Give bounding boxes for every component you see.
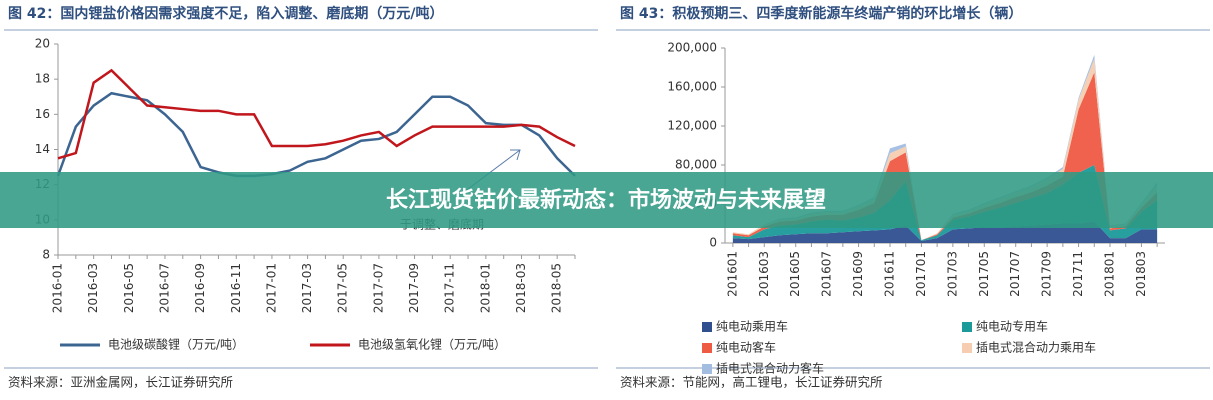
x-tick-label: 2016-05 [122, 263, 136, 313]
x-tick-label: 201601 [725, 251, 739, 297]
legend-marker [962, 322, 972, 332]
source: 资料来源：节能网，高工锂电，长江证券研究所 [620, 375, 883, 390]
x-tick-label: 201705 [977, 251, 991, 297]
y-tick-label: 120,000 [667, 119, 717, 133]
x-tick-label: 2016-01 [51, 263, 65, 313]
x-tick-label: 201709 [1040, 251, 1054, 297]
source: 资料来源：亚洲金属网，长江证券研究所 [8, 375, 233, 390]
legend-marker [962, 343, 972, 353]
legend-marker [702, 322, 712, 332]
x-tick-label: 2017-05 [336, 263, 350, 313]
x-tick-label: 2016-07 [157, 263, 171, 313]
x-tick-label: 201609 [851, 251, 865, 297]
x-tick-label: 201611 [883, 251, 897, 297]
x-tick-label: 2017-07 [371, 263, 385, 313]
legend-label: 纯电动乘用车 [716, 319, 788, 334]
y-tick-label: 160,000 [667, 80, 717, 94]
legend-label: 插电式混合动力客车 [716, 361, 824, 376]
legend-marker [702, 343, 712, 353]
y-tick-label: 200,000 [667, 41, 717, 55]
banner [0, 172, 1213, 228]
y-tick-label: 20 [35, 37, 50, 51]
legend-label: 纯电动客车 [716, 340, 776, 355]
y-tick-label: 18 [35, 72, 50, 86]
x-tick-label: 2017-03 [300, 263, 314, 313]
chart-title: 图 42：国内锂盐价格因需求强度不足，陷入调整、磨底期（万元/吨） [8, 5, 443, 22]
y-tick-label: 14 [35, 142, 50, 156]
y-tick-label: 0 [709, 236, 717, 250]
x-tick-label: 2017-11 [443, 263, 457, 313]
x-tick-label: 2017-01 [264, 263, 278, 313]
x-tick-label: 201803 [1134, 251, 1148, 297]
legend-label: 插电式混合动力乘用车 [976, 340, 1096, 355]
legend-label: 纯电动专用车 [976, 319, 1048, 334]
x-tick-label: 201605 [788, 251, 802, 297]
x-tick-label: 2017-09 [407, 263, 421, 313]
x-tick-label: 201711 [1071, 251, 1085, 297]
x-tick-label: 201603 [757, 251, 771, 297]
x-tick-label: 201607 [820, 251, 834, 297]
banner-text: 长江现货钴价最新动态：市场波动与未来展望 [386, 187, 826, 213]
legend-label: 电池级碳酸锂（万元/吨） [108, 337, 244, 352]
legend-marker [702, 364, 712, 374]
line [57, 68, 576, 160]
line [56, 91, 576, 178]
x-tick-label: 2016-11 [229, 263, 243, 313]
x-tick-label: 2018-03 [514, 263, 528, 313]
x-tick-label: 201701 [914, 251, 928, 297]
x-tick-label: 201801 [1103, 251, 1117, 297]
y-tick-label: 8 [42, 248, 50, 262]
chart-title: 图 43：积极预期三、四季度新能源车终端产销的环比增长（辆） [620, 5, 1022, 22]
x-tick-label: 2016-03 [86, 263, 100, 313]
x-tick-label: 201703 [945, 251, 959, 297]
y-tick-label: 16 [35, 107, 50, 121]
y-tick-label: 80,000 [675, 158, 717, 172]
legend-label: 电池级氢氧化锂（万元/吨） [358, 337, 506, 352]
x-tick-label: 2016-09 [193, 263, 207, 313]
x-tick-label: 201707 [1008, 251, 1022, 297]
x-tick-label: 2018-05 [550, 263, 564, 313]
x-tick-label: 2018-01 [478, 263, 492, 313]
annotation-arrowhead [510, 149, 521, 161]
